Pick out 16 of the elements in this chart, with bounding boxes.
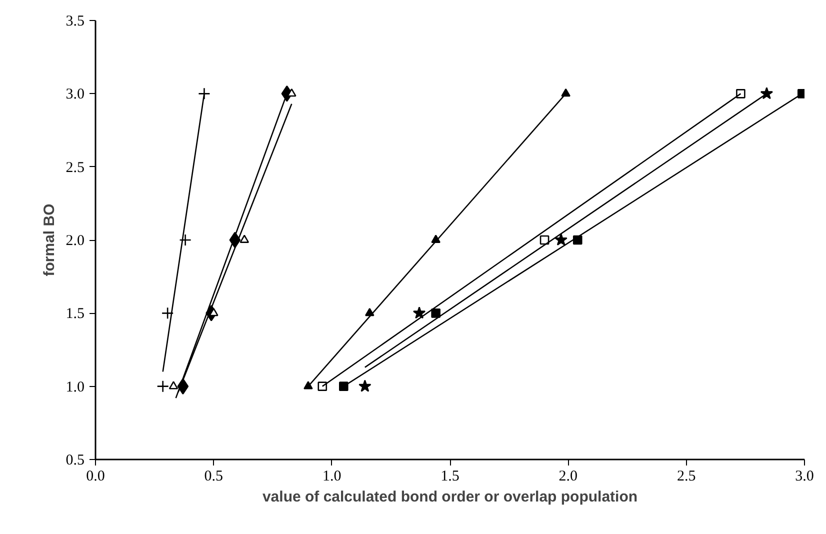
y-tick-label: 3.5 [66,14,84,30]
y-tick-label: 3.0 [66,86,84,103]
y-tick-label: 2.0 [66,233,84,249]
y-axis-title: formal BO [40,203,58,276]
y-tick-label: 2.5 [66,160,84,176]
x-tick-label: 2.0 [558,468,578,484]
x-tick-label: 2.5 [676,468,696,484]
x-tick-label: 1.0 [322,468,342,484]
x-tick-label: 0.0 [86,468,105,484]
x-tick-label: 0.5 [204,468,224,484]
y-tick-label: 1.0 [66,379,84,396]
x-tick-label: 3.0 [795,468,814,484]
x-tick-label: 1.5 [440,468,460,484]
y-tick-label: 0.5 [66,452,84,468]
x-axis-title: value of calculated bond order or overlap population [262,488,638,506]
y-tick-label: 1.5 [66,306,84,322]
